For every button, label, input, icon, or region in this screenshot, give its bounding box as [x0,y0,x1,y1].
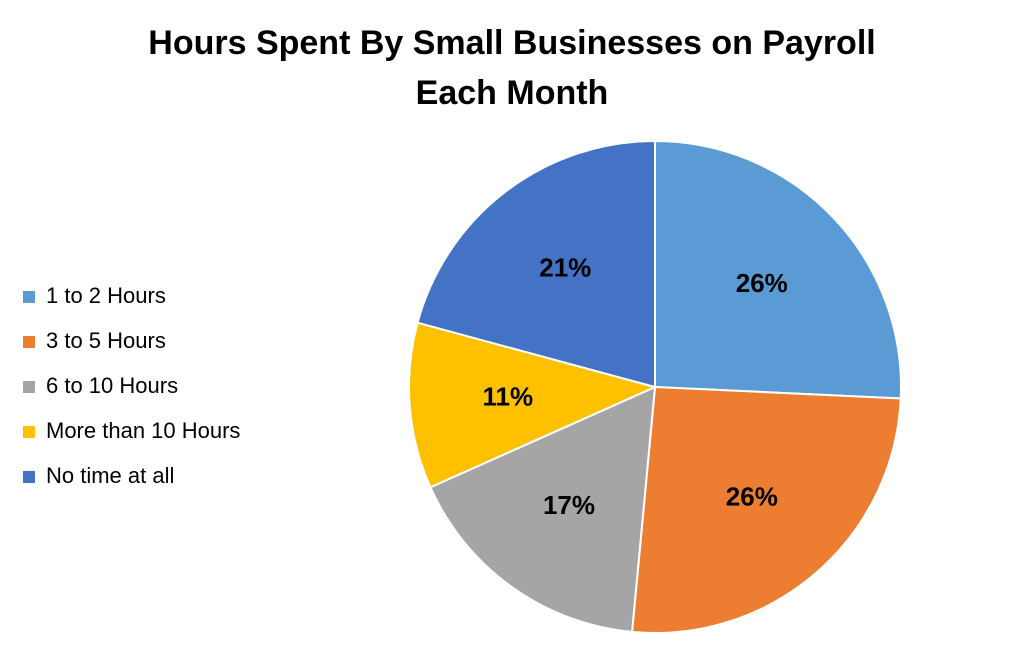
legend-label: No time at all [46,463,174,488]
chart-title: Hours Spent By Small Businesses on Payro… [148,24,875,62]
legend-label: More than 10 Hours [46,418,240,443]
value-label: 26% [736,268,788,298]
legend-swatch [23,381,35,393]
legend-swatch [23,426,35,438]
legend-label: 3 to 5 Hours [46,328,166,353]
legend-swatch [23,471,35,483]
pie-slice [408,321,658,489]
chart-title: Each Month [416,74,609,112]
legend-label: 6 to 10 Hours [46,373,178,398]
legend-swatch [23,291,35,303]
legend-label: 1 to 2 Hours [46,283,166,308]
value-label: 26% [726,481,778,511]
value-label: 21% [539,253,591,283]
pie-slice [416,139,656,389]
value-label: 17% [543,490,595,520]
legend-swatch [23,336,35,348]
pie-slice [429,385,657,634]
value-label: 11% [483,381,534,411]
pie-slice [630,385,902,634]
pie-slice [654,139,902,400]
